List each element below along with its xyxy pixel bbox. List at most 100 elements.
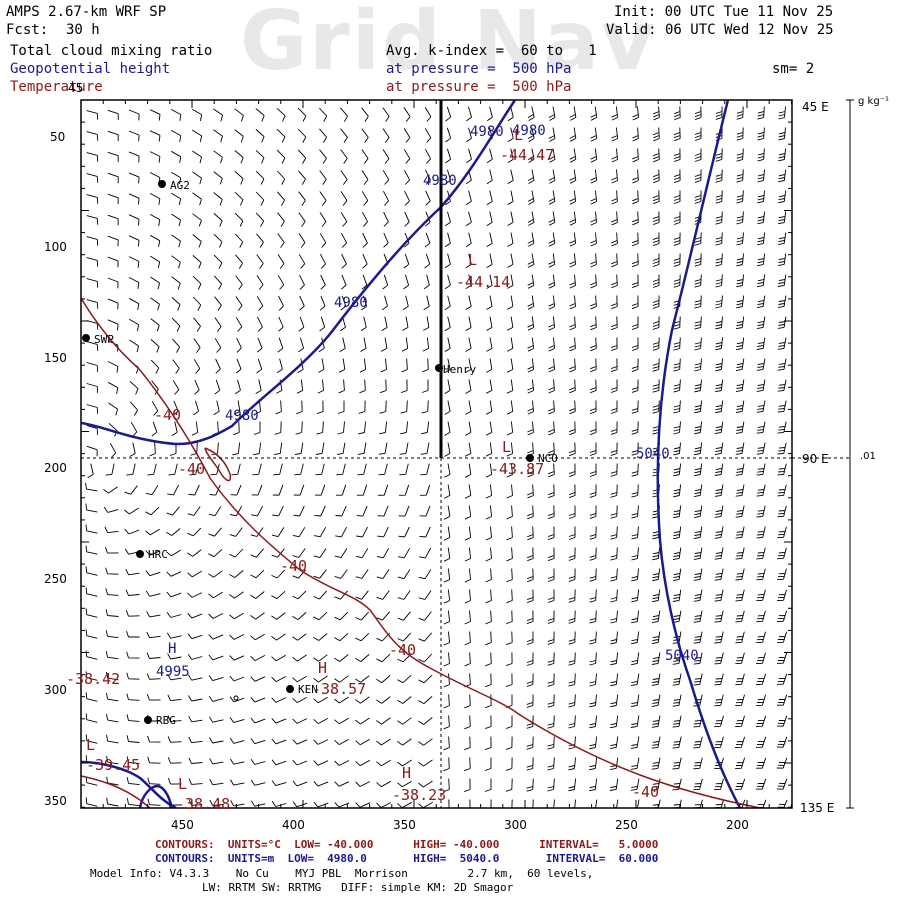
wind-barb [485,421,493,436]
wind-barb [256,254,264,269]
wind-barb [214,379,221,395]
wind-barb [652,169,660,184]
wind-barb [714,631,724,644]
wind-barb [382,274,389,290]
wind-barb [444,484,451,499]
wind-barb [229,675,245,682]
wind-barb [85,629,98,639]
wind-barb [589,484,597,498]
wind-barb [380,337,388,352]
wind-barb [318,358,325,373]
wind-barb [464,631,471,646]
wind-barb [275,400,282,415]
wind-barb [486,106,493,122]
wind-barb [271,569,286,579]
wind-barb [464,778,471,793]
wind-barb [146,611,161,618]
wind-barb [314,505,326,517]
wind-barb [589,694,597,708]
wind-barb [547,631,555,645]
wind-barb [276,149,286,164]
wind-barb [376,696,391,704]
wind-barb [443,778,450,793]
center-low-4-marker: L [86,736,95,754]
wind-barb [397,632,412,642]
wind-barb [776,652,788,664]
wind-barb [355,696,370,704]
wind-barb [714,673,724,686]
wind-barb [506,652,513,667]
wind-barb [465,421,472,436]
wind-barb [149,193,161,205]
wind-barb [756,673,767,685]
wind-barb [505,778,513,792]
wind-barb [506,610,513,625]
y-tick-200: 200 [44,461,67,475]
wind-barb [104,526,119,534]
wind-barb [757,148,765,162]
wind-barb [150,318,160,332]
temperature-contour-info: CONTOURS: UNITS=°C LOW= -40.000 HIGH= -4… [155,838,659,851]
wind-barb [715,274,723,288]
wind-barb [527,358,535,373]
wind-barb [777,274,787,287]
wind-barb [673,169,681,184]
wind-barb [355,654,370,662]
wind-barb [672,652,682,665]
wind-barb [694,379,702,393]
wind-barb [355,569,369,579]
center-high-3-value: -38.42 [66,670,120,688]
wind-barb [105,588,119,596]
pressure-level-temperature: at pressure = 500 hPa [386,79,572,95]
wind-barb [777,442,787,455]
wind-barb [188,715,203,723]
x-tick-450: 450 [171,818,194,832]
wind-barb [107,361,119,373]
wind-barb [736,232,744,246]
wind-barb [464,505,472,520]
wind-barb [355,611,370,621]
wind-barb [187,506,201,516]
wind-barb [757,169,765,183]
wind-barb [256,233,264,248]
wind-barb [632,148,639,163]
wind-barb [693,484,703,498]
wind-barb [756,463,766,476]
wind-barb [651,757,661,770]
wind-barb [673,253,681,267]
wind-barb [673,127,681,142]
wind-barb [188,757,203,764]
wind-barb [547,694,555,708]
wind-barb [610,358,618,373]
wind-barb [486,295,493,310]
wind-barb [419,526,431,538]
wind-barb [693,589,703,602]
temperature-label-2: -40 [178,460,205,478]
wind-barb [755,778,767,790]
wind-barb [271,759,287,766]
wind-barb [672,778,682,791]
wind-barb [379,400,387,414]
wind-barb [418,569,432,580]
wind-barb [443,589,451,604]
wind-barb [170,150,182,163]
wind-barb [527,211,535,226]
temperature-label-3: -40 [280,557,307,575]
wind-barb [777,484,787,497]
right-label-135e: 135 E [800,801,834,815]
wind-barb [757,211,766,225]
center-high-2-value: -38.23 [392,786,446,804]
temperature-contour-loop [204,447,232,482]
station-dot-nco [526,454,534,462]
wind-barb [187,633,203,640]
wind-barb [694,421,703,435]
wind-barb [234,212,244,227]
wind-barb [171,192,182,206]
wind-barb [443,757,450,772]
wind-barb [86,173,99,183]
wind-barb [146,694,161,701]
height-label-2: 4980 [423,173,457,189]
wind-barb [318,107,328,122]
wind-barb [672,673,682,686]
